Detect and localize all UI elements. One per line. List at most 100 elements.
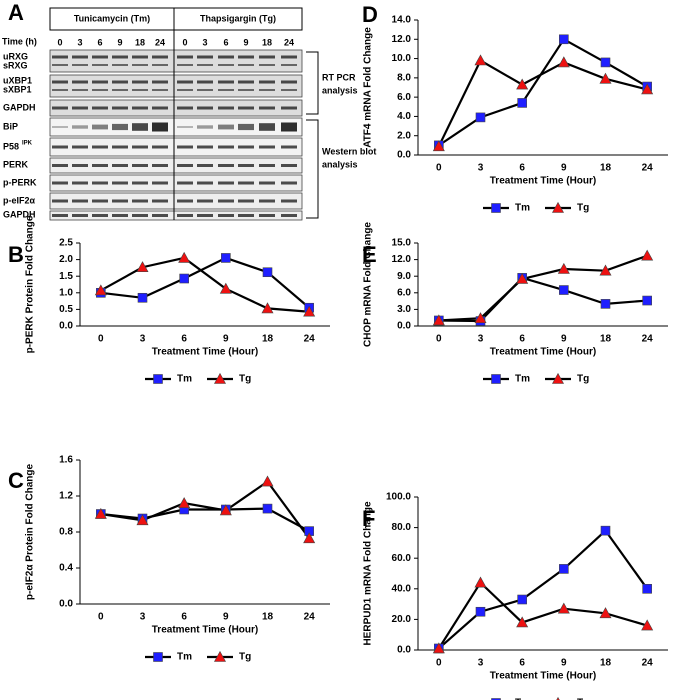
data-point xyxy=(559,564,569,574)
blot-band xyxy=(92,145,108,149)
blot-band xyxy=(238,55,254,59)
blot-band xyxy=(152,181,168,185)
blot-band xyxy=(152,199,168,203)
y-tick-label: 40.0 xyxy=(392,583,412,594)
blot-band xyxy=(112,89,128,91)
time-label: Time (h) xyxy=(2,36,37,46)
y-tick-label: 0.0 xyxy=(397,150,411,161)
blot-band xyxy=(259,214,275,217)
blot-band xyxy=(72,199,88,203)
x-tick-label: 9 xyxy=(561,334,567,345)
blot-band xyxy=(259,181,275,185)
blot-band xyxy=(152,145,168,149)
y-tick-label: 3.0 xyxy=(397,304,411,315)
legend-label: Tm xyxy=(515,698,530,700)
row-label: uRXG xyxy=(3,51,28,61)
y-tick-label: 100.0 xyxy=(386,492,411,503)
x-tick-label: 9 xyxy=(561,163,567,174)
x-tick-label: 3 xyxy=(478,163,484,174)
blot-band xyxy=(197,80,213,84)
blot-strip xyxy=(49,137,303,157)
blot-band xyxy=(112,80,128,84)
x-axis-title: Treatment Time (Hour) xyxy=(490,176,597,187)
blot-band xyxy=(259,55,275,59)
time-point: 0 xyxy=(182,37,187,47)
blot-band xyxy=(132,145,148,149)
series-line xyxy=(100,507,310,533)
y-tick-label: 10.0 xyxy=(392,53,412,64)
data-point xyxy=(475,112,486,123)
data-point xyxy=(599,264,612,276)
blot-band xyxy=(177,126,193,128)
blot-band xyxy=(132,123,148,131)
group-label: analysis xyxy=(322,85,358,95)
x-tick-label: 6 xyxy=(519,658,525,669)
data-point xyxy=(432,314,445,326)
y-tick-label: 60.0 xyxy=(392,553,412,564)
x-axis-title: Treatment Time (Hour) xyxy=(490,347,597,358)
x-tick-label: 9 xyxy=(223,334,229,345)
data-point xyxy=(642,583,652,594)
blot-band xyxy=(177,199,193,203)
data-point xyxy=(641,249,654,261)
blot-band xyxy=(92,89,108,91)
blot-band xyxy=(112,145,128,149)
time-point: 9 xyxy=(117,37,122,47)
blot-band xyxy=(218,106,234,110)
blot-band xyxy=(52,64,68,66)
blot-band xyxy=(52,89,68,91)
x-tick-label: 24 xyxy=(642,334,654,345)
x-tick-label: 9 xyxy=(561,658,567,669)
panel-letter: E xyxy=(362,242,377,267)
x-tick-label: 0 xyxy=(436,163,442,174)
data-point xyxy=(221,253,231,263)
x-tick-label: 3 xyxy=(140,334,146,345)
blot-band xyxy=(281,199,297,203)
row-label: GAPDH xyxy=(3,102,36,112)
data-point xyxy=(600,299,611,309)
blot-band xyxy=(72,164,88,167)
y-tick-label: 2.0 xyxy=(397,130,411,141)
row-label: BiP xyxy=(3,121,18,131)
legend-marker xyxy=(153,374,163,384)
x-tick-label: 3 xyxy=(478,658,484,669)
legend-label: Tg xyxy=(577,698,589,700)
blot-band xyxy=(218,145,234,149)
legend-label: Tm xyxy=(177,652,192,663)
data-point xyxy=(262,503,273,514)
legend-label: Tg xyxy=(577,374,589,385)
blot-band xyxy=(132,164,148,167)
blot-band xyxy=(281,80,297,84)
blot-band xyxy=(92,214,108,217)
blot-band xyxy=(92,181,108,185)
data-point xyxy=(178,497,191,509)
row-label: P58 xyxy=(3,141,19,151)
panel-letter: C xyxy=(8,468,24,493)
y-tick-label: 0.0 xyxy=(59,321,73,332)
blot-band xyxy=(72,125,88,129)
blot-band xyxy=(132,214,148,217)
data-point xyxy=(179,273,189,284)
blot-band xyxy=(152,106,168,110)
x-tick-label: 18 xyxy=(600,658,612,669)
y-tick-label: 80.0 xyxy=(392,522,412,533)
x-tick-label: 6 xyxy=(519,163,525,174)
blot-band xyxy=(218,80,234,84)
x-tick-label: 9 xyxy=(223,612,229,623)
blot-band xyxy=(238,89,254,91)
blot-band xyxy=(238,123,254,131)
y-tick-label: 20.0 xyxy=(392,614,412,625)
series-line xyxy=(100,256,310,313)
y-tick-label: 0.4 xyxy=(59,563,73,574)
series-line xyxy=(437,58,648,147)
blot-band xyxy=(52,199,68,203)
y-tick-label: 14.0 xyxy=(392,15,412,26)
blot-band xyxy=(238,145,254,149)
blot-band xyxy=(72,181,88,185)
data-point xyxy=(262,267,273,278)
blot-strip xyxy=(49,192,303,210)
blot-band xyxy=(177,106,193,110)
data-point xyxy=(94,284,107,296)
blot-band xyxy=(112,214,128,217)
y-axis-title: ATF4 mRNA Fold Change xyxy=(363,27,374,148)
